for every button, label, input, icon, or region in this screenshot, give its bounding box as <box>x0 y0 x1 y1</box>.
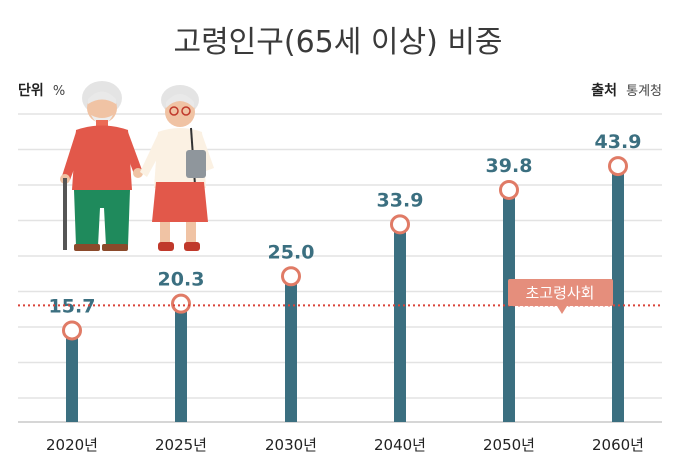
bar-marker <box>499 179 519 200</box>
threshold-annotation: 초고령사회 <box>18 279 662 314</box>
bar <box>612 166 624 422</box>
x-tick-label: 2020년 <box>46 436 98 454</box>
bar <box>394 224 406 422</box>
source-label-key: 출처 <box>591 82 617 99</box>
threshold-callout-box <box>508 279 613 306</box>
bar-marker <box>608 156 628 177</box>
bar-marker <box>390 214 410 235</box>
bar <box>66 330 78 422</box>
x-tick-label: 2030년 <box>265 436 317 454</box>
x-axis-ticks: 2020년 2025년 2030년 2040년 2050년 2060년 <box>46 436 644 454</box>
bar-marker <box>62 320 82 341</box>
x-tick-label: 2060년 <box>592 436 644 454</box>
bar <box>175 303 187 422</box>
unit-label: 단위 % <box>18 80 65 99</box>
threshold-label: 초고령사회 <box>525 284 594 302</box>
bar-marker <box>171 293 191 314</box>
threshold-callout-pointer <box>557 306 567 314</box>
chart-title: 고령인구(65세 이상) 비중 <box>173 25 502 60</box>
elderly-couple-illustration <box>60 81 214 251</box>
bar-series: 15.7 20.3 25.0 33.9 39.8 43.9 <box>49 131 642 422</box>
source-label-value: 통계청 <box>626 84 662 99</box>
grandfather-figure <box>60 81 143 251</box>
x-tick-label: 2040년 <box>374 436 426 454</box>
x-tick-label: 2025년 <box>155 436 207 454</box>
value-label: 43.9 <box>595 131 642 153</box>
threshold-callout: 초고령사회 <box>508 279 613 314</box>
value-label: 39.8 <box>486 155 533 177</box>
source-label: 출처 통계청 <box>591 80 662 99</box>
value-label: 25.0 <box>268 241 315 263</box>
x-tick-label: 2050년 <box>483 436 535 454</box>
value-label: 20.3 <box>158 269 205 291</box>
unit-label-value: % <box>53 84 65 99</box>
unit-label-key: 단위 <box>18 82 44 99</box>
value-label: 33.9 <box>377 189 424 211</box>
value-label: 15.7 <box>49 296 96 318</box>
bar <box>285 276 297 422</box>
grandmother-figure <box>140 85 214 251</box>
bar-marker <box>281 266 301 287</box>
